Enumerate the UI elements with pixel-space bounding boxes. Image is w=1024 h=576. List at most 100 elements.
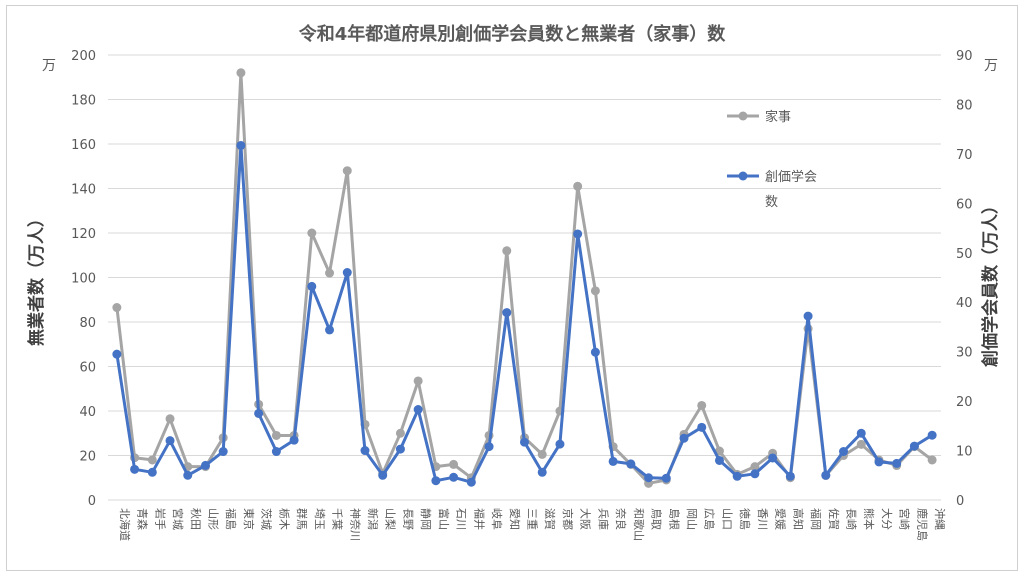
x-tick-label: 山形 bbox=[206, 508, 219, 530]
x-tick-label: 福島 bbox=[224, 508, 238, 530]
series-2-point bbox=[839, 447, 849, 457]
x-tick-label: 奈良 bbox=[614, 508, 628, 530]
series-1-point bbox=[856, 439, 866, 449]
series-1-point bbox=[147, 455, 157, 465]
x-tick-label: 京都 bbox=[561, 508, 575, 530]
series-1-point bbox=[590, 286, 600, 296]
series-2-point bbox=[856, 428, 866, 438]
series-2-point bbox=[537, 467, 547, 477]
y-right-tick-label: 70 bbox=[956, 148, 973, 163]
series-2-point bbox=[909, 441, 919, 451]
x-tick-label: 徳島 bbox=[738, 508, 752, 530]
x-tick-label: 群馬 bbox=[295, 508, 309, 530]
series-1-point bbox=[342, 166, 352, 176]
x-tick-label: 大分 bbox=[880, 508, 894, 530]
x-tick-label: 広島 bbox=[703, 508, 717, 530]
y-right-axis-title: 創価学会員数（万人） bbox=[980, 197, 1001, 368]
series-2-point bbox=[697, 422, 707, 432]
x-tick-label: 和歌山 bbox=[632, 508, 646, 541]
x-tick-label: 宮崎 bbox=[898, 508, 912, 530]
series-1-point bbox=[927, 455, 937, 465]
series-2-point bbox=[307, 281, 317, 291]
x-tick-label: 岩手 bbox=[153, 508, 167, 530]
series-2-point bbox=[147, 467, 157, 477]
series-2-point bbox=[130, 464, 140, 474]
series-2-point bbox=[590, 347, 600, 357]
series-2-point bbox=[573, 229, 583, 239]
y-left-tick-label: 20 bbox=[79, 450, 96, 465]
x-tick-label: 新潟 bbox=[366, 508, 380, 530]
y-left-tick-label: 160 bbox=[71, 138, 96, 153]
series-2-point bbox=[803, 311, 813, 321]
x-tick-label: 山梨 bbox=[384, 508, 398, 530]
series-2-point bbox=[200, 460, 210, 470]
legend-marker-1 bbox=[738, 111, 748, 121]
series-2-point bbox=[183, 470, 193, 480]
x-tick-label: 青森 bbox=[136, 508, 150, 530]
series-2-point bbox=[661, 473, 671, 483]
series-2-point bbox=[289, 435, 299, 445]
series-2-point bbox=[714, 455, 724, 465]
x-tick-label: 岡山 bbox=[685, 508, 698, 530]
x-tick-label: 福井 bbox=[472, 508, 486, 530]
series-2-point bbox=[768, 453, 778, 463]
series-line-1 bbox=[115, 71, 934, 485]
series-2-point bbox=[874, 457, 884, 467]
x-tick-label: 愛媛 bbox=[774, 508, 788, 530]
series-2-point bbox=[413, 405, 423, 415]
y-right-tick-label: 40 bbox=[956, 296, 973, 311]
x-tick-label: 鳥取 bbox=[650, 508, 664, 530]
y-right-tick-label: 30 bbox=[956, 346, 973, 361]
series-2-point bbox=[431, 476, 441, 486]
series-2-point bbox=[679, 433, 689, 443]
series-2-point bbox=[750, 469, 760, 479]
x-tick-label: 兵庫 bbox=[596, 508, 610, 530]
series-2-point bbox=[395, 444, 405, 454]
x-tick-label: 島根 bbox=[667, 508, 681, 530]
series-2-point bbox=[644, 473, 654, 483]
x-tick-label: 岐阜 bbox=[490, 508, 503, 530]
x-tick-label: 石川 bbox=[455, 508, 468, 530]
series-2-point bbox=[449, 472, 459, 482]
series-2-point bbox=[821, 470, 831, 480]
series-2-point bbox=[165, 436, 175, 446]
y-right-tick-label: 90 bbox=[956, 49, 973, 64]
x-tick-label: 福岡 bbox=[809, 508, 823, 530]
x-tick-label: 沖縄 bbox=[933, 508, 947, 530]
x-tick-label: 山口 bbox=[720, 508, 733, 530]
series-1-point bbox=[271, 430, 281, 440]
series-2-point bbox=[608, 456, 618, 466]
y-right-tick-label: 10 bbox=[956, 445, 973, 460]
series-1-point bbox=[413, 376, 423, 386]
x-tick-label: 愛知 bbox=[508, 508, 522, 530]
legend-marker-2 bbox=[738, 171, 748, 181]
x-tick-label: 千葉 bbox=[331, 508, 345, 530]
series-2-point bbox=[325, 325, 335, 335]
series-1-point bbox=[502, 246, 512, 256]
legend-label-2: 創価学会数 bbox=[765, 169, 817, 210]
series-1-point bbox=[537, 449, 547, 459]
y-left-tick-label: 140 bbox=[71, 183, 96, 198]
series-2-point bbox=[360, 446, 370, 456]
x-tick-label: 富山 bbox=[437, 508, 451, 530]
x-tick-label: 大阪 bbox=[579, 508, 593, 530]
series-1-point bbox=[307, 228, 317, 238]
x-tick-label: 埼玉 bbox=[313, 508, 327, 530]
x-tick-label: 茨城 bbox=[260, 508, 274, 530]
x-tick-label: 長崎 bbox=[845, 508, 859, 530]
y-right-tick-label: 60 bbox=[956, 197, 973, 212]
series-2-point bbox=[466, 477, 476, 487]
series-2-point bbox=[626, 459, 636, 469]
series-2-point bbox=[555, 439, 565, 449]
series-2-point bbox=[112, 349, 122, 359]
x-tick-label: 神奈川 bbox=[348, 508, 362, 541]
series-1-point bbox=[449, 459, 459, 469]
y-left-tick-label: 0 bbox=[88, 494, 96, 509]
x-tick-label: 宮城 bbox=[171, 508, 185, 530]
y-right-unit: 万 bbox=[984, 58, 998, 74]
series-1-point bbox=[697, 400, 707, 410]
y-left-unit: 万 bbox=[42, 58, 56, 74]
series-2-point bbox=[271, 447, 281, 457]
series-1-point bbox=[750, 462, 760, 472]
series-2-point bbox=[785, 471, 795, 481]
